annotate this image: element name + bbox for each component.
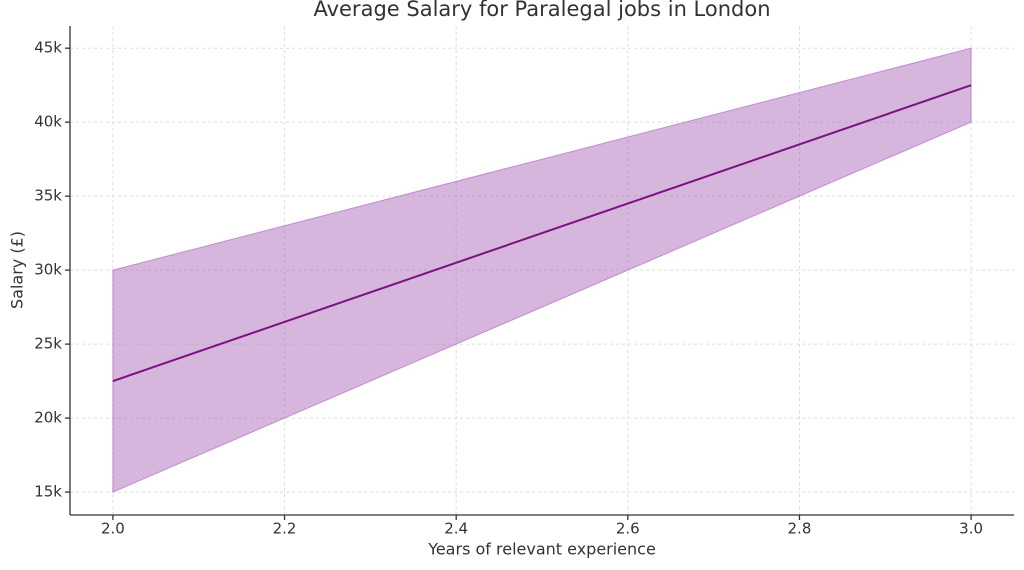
x-tick-label: 2.8 bbox=[788, 520, 812, 538]
chart-title: Average Salary for Paralegal jobs in Lon… bbox=[313, 0, 770, 21]
y-tick-label: 45k bbox=[34, 39, 62, 57]
y-tick-label: 15k bbox=[34, 483, 62, 501]
range-band bbox=[112, 47, 972, 493]
y-tick-label: 30k bbox=[34, 261, 62, 279]
mean-line bbox=[112, 84, 972, 383]
y-axis-label: Salary (£) bbox=[8, 231, 27, 309]
y-tick-label: 40k bbox=[34, 113, 62, 131]
y-tick-label: 35k bbox=[34, 187, 62, 205]
y-tick-label: 25k bbox=[34, 335, 62, 353]
x-tick-label: 2.6 bbox=[616, 520, 640, 538]
y-tick-label: 20k bbox=[34, 409, 62, 427]
x-axis-label: Years of relevant experience bbox=[427, 540, 656, 559]
x-tick-label: 3.0 bbox=[959, 520, 983, 538]
x-tick-label: 2.4 bbox=[444, 520, 468, 538]
x-tick-label: 2.2 bbox=[273, 520, 297, 538]
x-tick-label: 2.0 bbox=[101, 520, 125, 538]
